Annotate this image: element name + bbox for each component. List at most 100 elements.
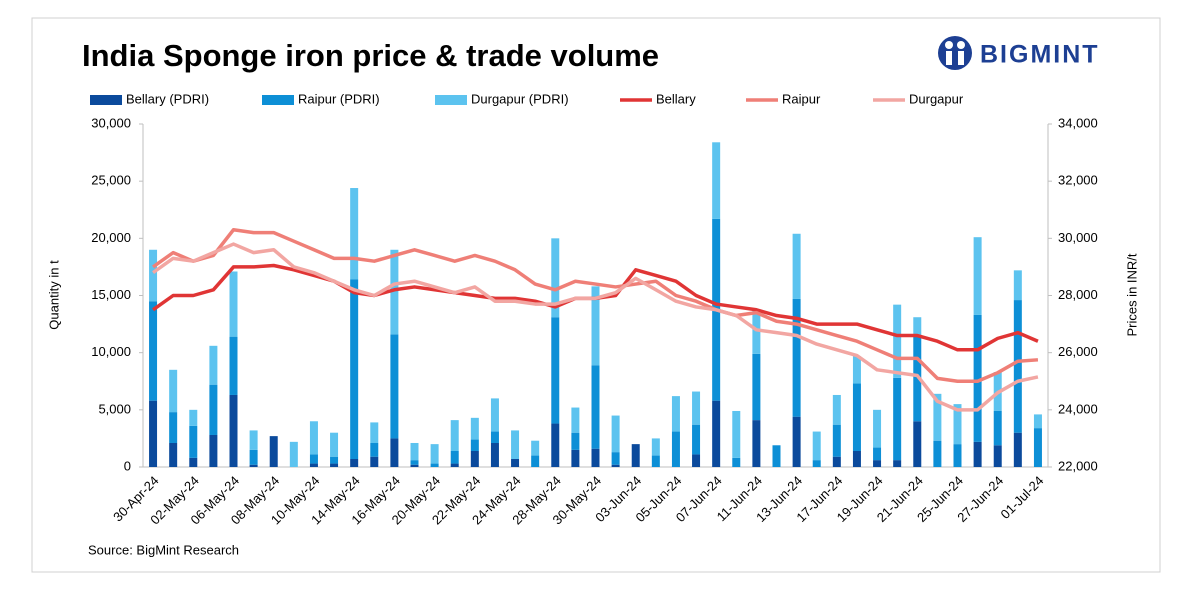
y-tick-label: 20,000	[91, 230, 131, 245]
bar-segment	[692, 391, 701, 425]
bar-segment	[330, 456, 339, 464]
bar-segment	[330, 463, 339, 467]
bar-segment	[490, 442, 499, 467]
bar-segment	[712, 142, 721, 219]
bar-segment	[611, 452, 620, 465]
bar-segment	[591, 365, 600, 449]
bar-segment	[551, 423, 560, 467]
bar-segment	[1033, 414, 1042, 429]
bar-segment	[169, 369, 178, 413]
bar-segment	[249, 464, 258, 467]
legend-label: Bellary (PDRI)	[126, 91, 209, 106]
bar-segment	[1033, 428, 1042, 467]
y2-axis-label: Prices in INR/t	[1124, 253, 1139, 336]
bar-segment	[1013, 270, 1022, 301]
bar-segment	[772, 445, 781, 467]
y-tick-label: 25,000	[91, 173, 131, 188]
y2-tick-label: 30,000	[1058, 230, 1098, 245]
bar-segment	[330, 432, 339, 457]
bar-segment	[209, 345, 218, 385]
bar-segment	[671, 431, 680, 467]
bar-segment	[651, 438, 660, 456]
bar-segment	[430, 444, 439, 464]
bar-segment	[229, 336, 238, 395]
bar-segment	[410, 464, 419, 467]
legend-swatch	[90, 95, 122, 105]
bar-segment	[973, 441, 982, 467]
y2-tick-label: 32,000	[1058, 173, 1098, 188]
bar-segment	[873, 460, 882, 467]
bar-segment	[732, 457, 741, 467]
bar-segment	[1013, 300, 1022, 433]
bar-segment	[852, 356, 861, 384]
bar-segment	[169, 442, 178, 467]
bar-segment	[852, 383, 861, 451]
bar-segment	[511, 458, 520, 467]
bar-segment	[953, 404, 962, 445]
bar-segment	[551, 317, 560, 424]
bar-segment	[832, 394, 841, 425]
bar-segment	[350, 188, 359, 280]
bar-segment	[692, 454, 701, 467]
bar-segment	[149, 400, 158, 467]
bar-segment	[189, 409, 198, 426]
bar-segment	[973, 237, 982, 315]
bar-segment	[249, 449, 258, 465]
bar-segment	[591, 286, 600, 366]
bar-segment	[973, 314, 982, 442]
bar-segment	[792, 233, 801, 299]
legend-label: Raipur (PDRI)	[298, 91, 380, 106]
bar-segment	[913, 317, 922, 337]
bar-segment	[752, 420, 761, 467]
y2-tick-label: 24,000	[1058, 401, 1098, 416]
source: Source: BigMint Research	[88, 542, 239, 557]
bar-segment	[812, 431, 821, 461]
bar-segment	[913, 336, 922, 422]
bar-segment	[309, 421, 318, 455]
bar-segment	[1013, 432, 1022, 467]
bar-segment	[169, 412, 178, 443]
bar-segment	[209, 384, 218, 435]
bar-segment	[430, 463, 439, 467]
bar-segment	[712, 400, 721, 467]
bar-segment	[309, 463, 318, 467]
legend-label: Durgapur	[909, 91, 964, 106]
bar-segment	[511, 430, 520, 459]
bar-segment	[551, 238, 560, 318]
bar-segment	[450, 420, 459, 451]
bar-segment	[470, 439, 479, 451]
y-tick-label: 5,000	[98, 401, 131, 416]
bar-segment	[571, 407, 580, 433]
y-tick-label: 30,000	[91, 115, 131, 130]
legend-label: Raipur	[782, 91, 821, 106]
bar-segment	[591, 448, 600, 467]
bar-segment	[189, 457, 198, 467]
bar-segment	[490, 398, 499, 432]
bar-segment	[933, 440, 942, 467]
bar-segment	[229, 271, 238, 337]
bar-segment	[993, 445, 1002, 467]
bar-segment	[149, 249, 158, 302]
line	[152, 228, 1039, 383]
bar-segment	[953, 444, 962, 467]
bar-segment	[390, 249, 399, 335]
bar-segment	[631, 444, 640, 467]
bar-segment	[692, 424, 701, 455]
logo-text: BIGMINT	[980, 41, 1100, 69]
y-tick-label: 15,000	[91, 287, 131, 302]
bar-segment	[450, 450, 459, 464]
logo-icon	[938, 36, 972, 70]
bar-segment	[370, 422, 379, 443]
legend-label: Bellary	[656, 91, 696, 106]
legend-label: Durgapur (PDRI)	[471, 91, 569, 106]
bar-segment	[832, 456, 841, 467]
bar-segment	[149, 301, 158, 401]
bar-segment	[792, 298, 801, 417]
y-tick-label: 10,000	[91, 344, 131, 359]
y2-tick-label: 34,000	[1058, 115, 1098, 130]
bar-segment	[993, 410, 1002, 446]
bar-segment	[269, 436, 278, 467]
bar-segment	[873, 409, 882, 448]
bar-segment	[390, 334, 399, 439]
